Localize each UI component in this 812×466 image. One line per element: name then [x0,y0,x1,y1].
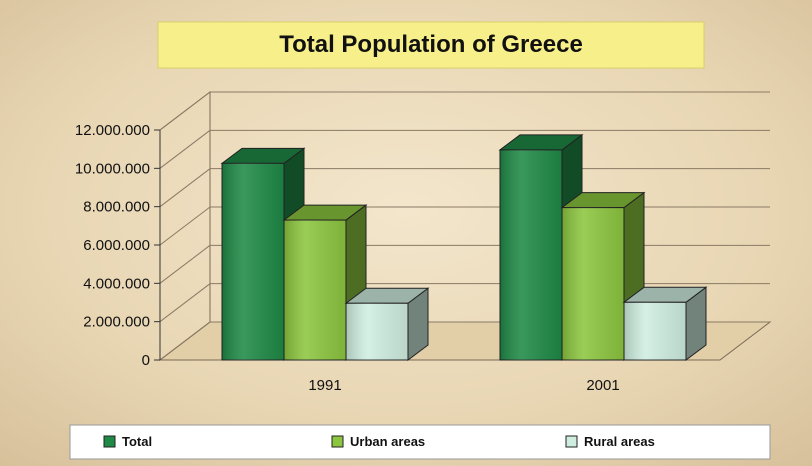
legend-swatch [565,435,578,448]
legend-label: Rural areas [584,434,655,449]
gridline-side [159,283,211,323]
x-axis-labels: 1991 2001 [308,377,619,394]
chart-title-box: Total Population of Greece [157,21,705,69]
bars [220,133,708,361]
y-tick-label: 4.000.000 [83,275,150,292]
y-tick-label: 10.000.000 [75,160,150,177]
gridline-side [159,168,211,208]
gridline-side [159,206,211,246]
bar-rural-areas-2001 [622,286,708,361]
chart-title: Total Population of Greece [279,31,583,58]
x-tick-label: 1991 [308,377,341,394]
legend-label: Total [122,434,152,449]
bar-urban-areas-1991 [282,204,368,361]
gridline-side [159,129,211,169]
legend-item-urban-areas: Urban areas [331,434,425,449]
legend-swatch [331,435,344,448]
y-tick-label: 12.000.000 [75,122,150,139]
legend-item-total: Total [103,434,152,449]
bar-total-2001 [498,133,584,361]
x-tick-label: 2001 [586,377,619,394]
y-tick-label: 0 [142,352,150,369]
legend-box [69,424,771,460]
gridline-side [159,91,211,131]
legend-label: Urban areas [350,434,425,449]
legend: Total Urban areas Rural areas [69,424,771,460]
bar-rural-areas-1991 [344,287,430,361]
y-tick-label: 2.000.000 [83,314,150,331]
y-axis-ticks: 0 2.000.000 4.000.000 6.000.000 8.000.000 10.… [75,122,161,369]
y-tick-label: 8.000.000 [83,199,150,216]
gridline-side [159,321,211,361]
gridline-side [159,244,211,284]
y-tick-label: 6.000.000 [83,237,150,254]
legend-swatch [103,435,116,448]
legend-item-rural-areas: Rural areas [565,434,655,449]
